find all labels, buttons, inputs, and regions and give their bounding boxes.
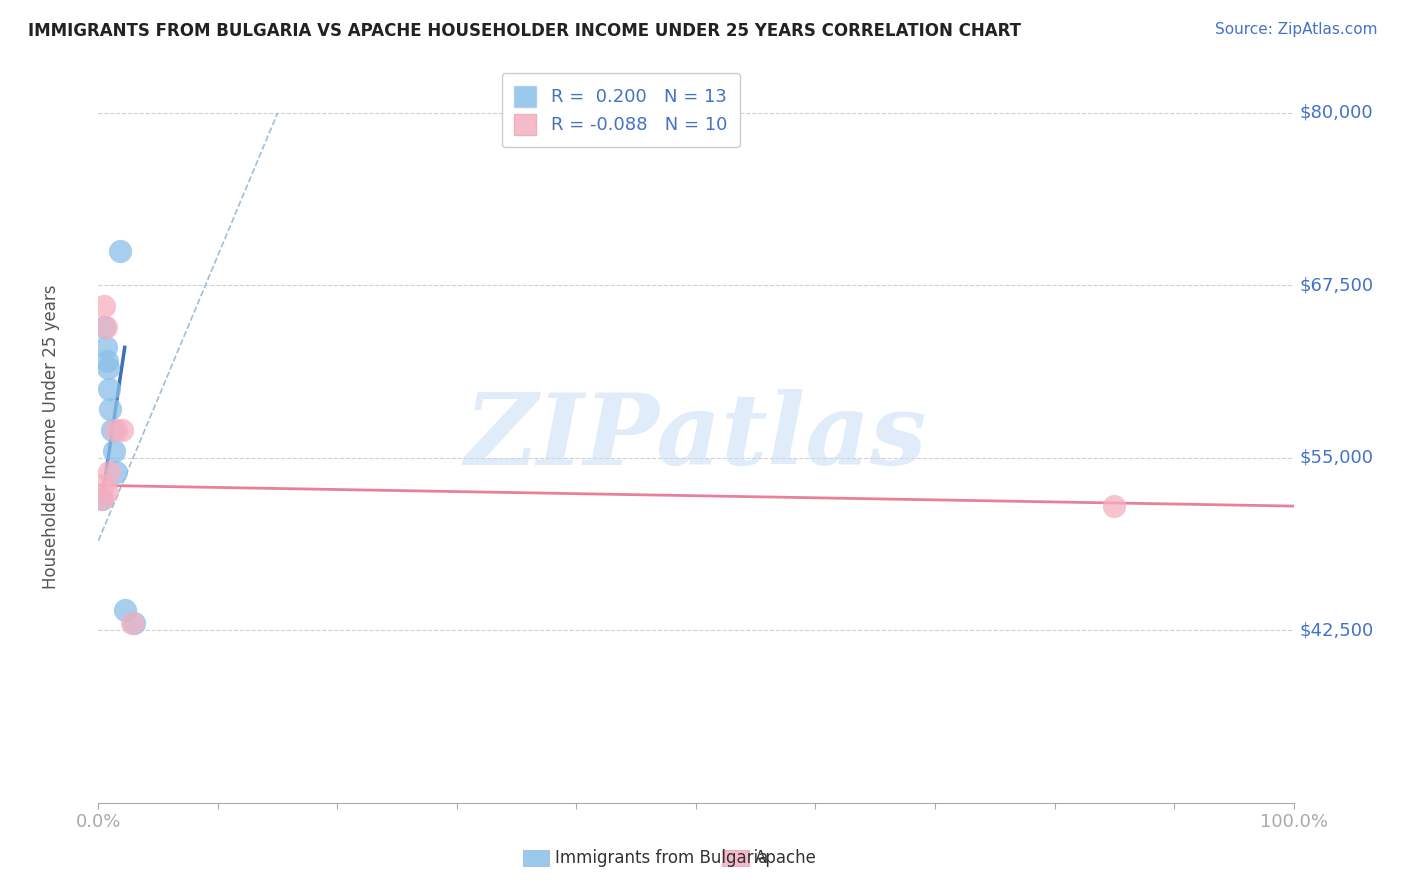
Point xyxy=(98,465,121,479)
Text: $55,000: $55,000 xyxy=(1299,449,1374,467)
Point xyxy=(96,485,118,500)
Point xyxy=(98,382,121,396)
Point xyxy=(121,616,143,631)
Text: $67,500: $67,500 xyxy=(1299,277,1374,294)
Point xyxy=(105,465,128,479)
Text: Apache: Apache xyxy=(755,848,817,867)
Point xyxy=(93,319,115,334)
Text: Householder Income Under 25 years: Householder Income Under 25 years xyxy=(42,285,59,590)
Legend: R =  0.200   N = 13, R = -0.088   N = 10: R = 0.200 N = 13, R = -0.088 N = 10 xyxy=(502,73,740,147)
Point xyxy=(124,616,146,631)
Point xyxy=(98,402,122,417)
Point xyxy=(91,492,114,507)
Point xyxy=(105,423,128,437)
Point xyxy=(97,361,120,376)
FancyBboxPatch shape xyxy=(523,850,548,866)
Point xyxy=(96,354,118,368)
Point xyxy=(103,443,125,458)
Text: ZIPatlas: ZIPatlas xyxy=(465,389,927,485)
Point xyxy=(108,244,131,258)
Text: $42,500: $42,500 xyxy=(1299,622,1374,640)
Point xyxy=(114,602,136,616)
Text: Source: ZipAtlas.com: Source: ZipAtlas.com xyxy=(1215,22,1378,37)
FancyBboxPatch shape xyxy=(723,850,748,866)
Text: Immigrants from Bulgaria: Immigrants from Bulgaria xyxy=(555,848,768,867)
Text: $80,000: $80,000 xyxy=(1299,103,1374,122)
Point xyxy=(93,299,115,313)
Point xyxy=(1104,499,1126,513)
Point xyxy=(111,423,134,437)
Point xyxy=(91,478,114,492)
Point xyxy=(94,340,117,354)
Point xyxy=(100,423,122,437)
Text: IMMIGRANTS FROM BULGARIA VS APACHE HOUSEHOLDER INCOME UNDER 25 YEARS CORRELATION: IMMIGRANTS FROM BULGARIA VS APACHE HOUSE… xyxy=(28,22,1021,40)
Point xyxy=(91,492,114,507)
Point xyxy=(94,319,117,334)
